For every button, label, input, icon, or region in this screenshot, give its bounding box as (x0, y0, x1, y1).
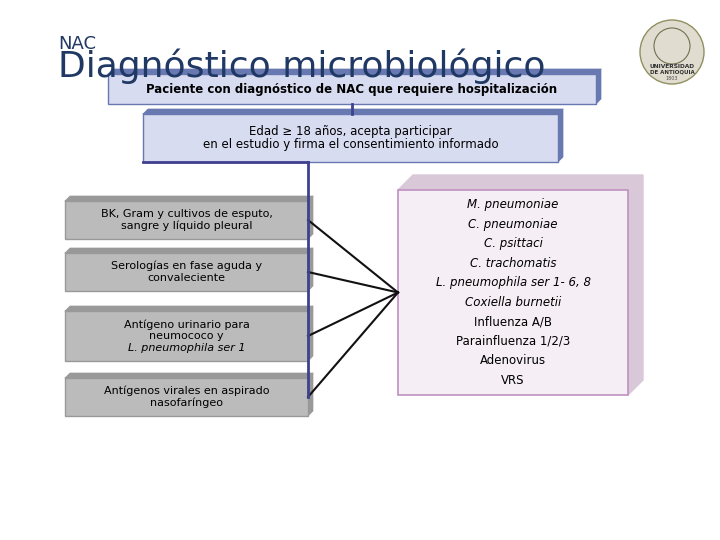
Text: C. trachomatis: C. trachomatis (469, 256, 557, 269)
Bar (108, 74, 596, 104)
Polygon shape (628, 175, 643, 395)
Polygon shape (398, 175, 643, 190)
Polygon shape (65, 196, 313, 201)
Polygon shape (308, 306, 313, 361)
Bar (65, 311, 308, 361)
Text: Influenza A/B: Influenza A/B (474, 315, 552, 328)
Text: M. pneumoniae: M. pneumoniae (467, 198, 559, 211)
Text: L. pneumophila ser 1- 6, 8: L. pneumophila ser 1- 6, 8 (436, 276, 590, 289)
Text: neumococo y: neumococo y (149, 331, 224, 341)
Text: Edad ≥ 18 años, acepta participar: Edad ≥ 18 años, acepta participar (249, 125, 452, 138)
Text: C. pneumoniae: C. pneumoniae (468, 218, 558, 231)
Bar (143, 114, 558, 162)
Text: Diagnóstico microbiológico: Diagnóstico microbiológico (58, 48, 546, 84)
Polygon shape (108, 69, 601, 74)
Text: nasofaríngeo: nasofaríngeo (150, 397, 223, 408)
Text: Adenovirus: Adenovirus (480, 354, 546, 367)
Text: DE ANTIOQUIA: DE ANTIOQUIA (649, 70, 694, 75)
Bar (65, 253, 308, 291)
Polygon shape (65, 306, 313, 311)
Text: Paciente con diagnóstico de NAC que requiere hospitalización: Paciente con diagnóstico de NAC que requ… (146, 83, 557, 96)
Text: NAC: NAC (58, 35, 96, 53)
Polygon shape (308, 196, 313, 239)
Text: Antígenos virales en aspirado: Antígenos virales en aspirado (104, 386, 269, 396)
Text: en el estudio y firma el consentimiento informado: en el estudio y firma el consentimiento … (203, 138, 498, 151)
Text: BK, Gram y cultivos de esputo,: BK, Gram y cultivos de esputo, (101, 209, 272, 219)
Text: C. psittaci: C. psittaci (484, 237, 542, 250)
Polygon shape (143, 109, 563, 114)
Text: Serologías en fase aguda y: Serologías en fase aguda y (111, 261, 262, 272)
Text: UNIVERSIDAD: UNIVERSIDAD (649, 64, 695, 69)
Text: Coxiella burnetii: Coxiella burnetii (465, 296, 561, 309)
Text: VRS: VRS (501, 374, 525, 387)
Text: sangre y líquido pleural: sangre y líquido pleural (121, 220, 252, 231)
Bar (398, 190, 628, 395)
Text: convaleciente: convaleciente (148, 273, 225, 283)
Text: Antígeno urinario para: Antígeno urinario para (124, 319, 249, 329)
Text: L. pneumophila ser 1: L. pneumophila ser 1 (127, 342, 246, 353)
Polygon shape (65, 248, 313, 253)
Text: Parainfluenza 1/2/3: Parainfluenza 1/2/3 (456, 335, 570, 348)
Circle shape (640, 20, 704, 84)
Bar (65, 201, 308, 239)
Bar (65, 378, 308, 416)
Polygon shape (558, 109, 563, 162)
Polygon shape (308, 373, 313, 416)
Polygon shape (308, 248, 313, 291)
Polygon shape (65, 373, 313, 378)
Text: 1803: 1803 (666, 76, 678, 80)
Polygon shape (596, 69, 601, 104)
